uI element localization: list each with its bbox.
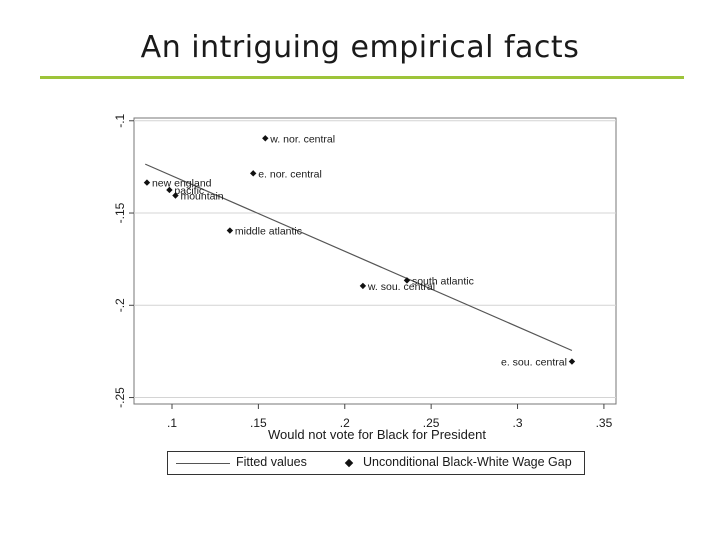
- x-tick-label: .15: [250, 416, 267, 430]
- point-label: mountain: [180, 190, 223, 202]
- data-point: [262, 135, 269, 142]
- point-label: pacific: [174, 185, 204, 197]
- point-label: w. sou. central: [367, 281, 435, 293]
- point-label: w. nor. central: [269, 133, 335, 145]
- plot-area: [133, 117, 617, 405]
- slide-title: An intriguing empirical facts: [140, 30, 580, 65]
- legend-diamond-icon: [344, 458, 354, 468]
- axes: -.25 -.2 -.15 -.1 .1 .15 .2 .25 .3 .35: [113, 113, 613, 430]
- x-tick-label: .3: [513, 416, 523, 430]
- point-label: south atlantic: [412, 275, 474, 287]
- fitted-values-line: [144, 163, 573, 352]
- gridlines: [134, 120, 616, 399]
- point-label: middle atlantic: [235, 226, 302, 238]
- data-point: [166, 186, 173, 194]
- x-tick-label: .1: [167, 416, 177, 430]
- data-point: [568, 358, 576, 365]
- data-point: [403, 277, 411, 284]
- x-tick-label: .35: [596, 416, 613, 430]
- point-label: e. nor. central: [258, 168, 322, 180]
- legend-wage-gap-label: Unconditional Black-White Wage Gap: [363, 455, 572, 469]
- point-label: new england: [152, 178, 212, 190]
- y-tick-label: -.15: [113, 202, 127, 223]
- x-tick-label: .2: [340, 416, 350, 430]
- y-tick-label: -.2: [113, 298, 127, 312]
- data-point: [143, 179, 151, 186]
- legend: Fitted values Unconditional Black-White …: [167, 451, 585, 475]
- data-point: [359, 282, 367, 290]
- x-axis-label: Would not vote for Black for President: [268, 427, 486, 442]
- legend-fitted-swatch: [176, 463, 230, 464]
- legend-fitted-label: Fitted values: [236, 455, 307, 469]
- x-tick-label: .25: [423, 416, 440, 430]
- y-tick-label: -.25: [113, 387, 127, 408]
- data-point: [226, 227, 234, 234]
- fitted-line-group: [144, 163, 573, 352]
- point-label: e. sou. central: [501, 357, 567, 369]
- points-group: w. nor. central e. nor. central new englan…: [143, 133, 576, 369]
- title-underline: [40, 76, 684, 79]
- y-tick-label: -.1: [113, 113, 127, 127]
- data-point: [172, 192, 179, 199]
- data-point: [250, 170, 257, 177]
